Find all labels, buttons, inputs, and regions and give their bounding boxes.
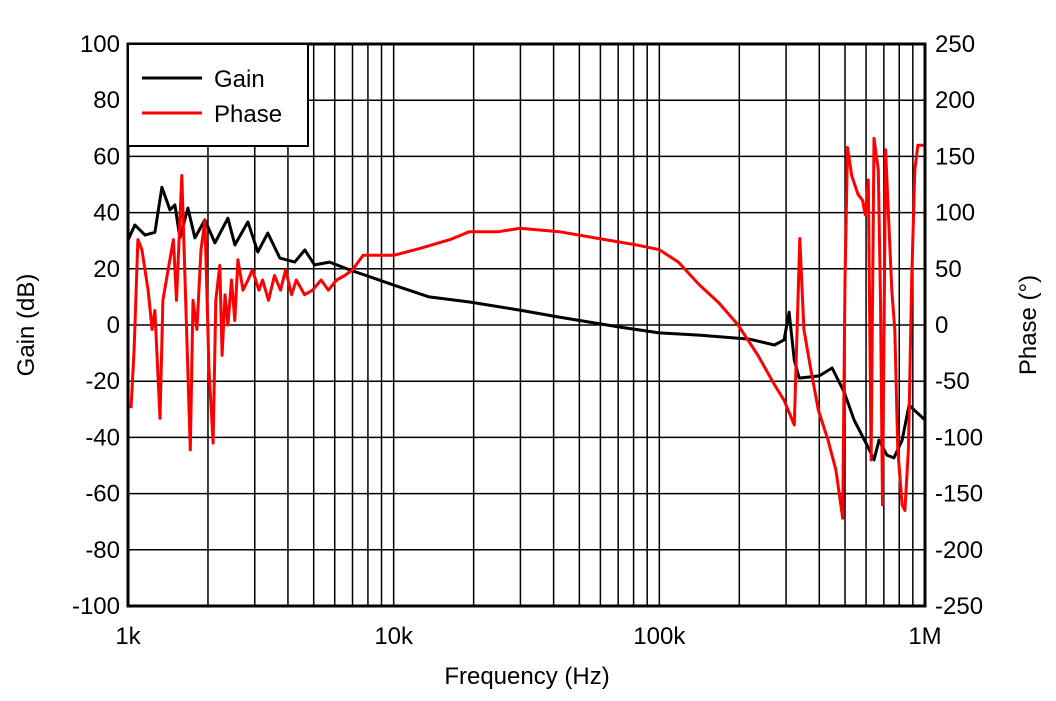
y2-tick-label: -250 <box>935 593 983 620</box>
y-tick-label: 80 <box>93 87 120 114</box>
y-tick-label: 60 <box>93 143 120 170</box>
y-tick-label: 0 <box>107 312 120 339</box>
y-tick-label: -40 <box>85 424 120 451</box>
x-tick-label: 1M <box>908 623 941 650</box>
y2-tick-label: -150 <box>935 481 983 508</box>
legend-label-gain: Gain <box>214 66 265 93</box>
y2-tick-label: 150 <box>935 143 975 170</box>
legend-box <box>127 43 309 147</box>
y2-tick-label: 100 <box>935 200 975 227</box>
y-tick-label: -80 <box>85 537 120 564</box>
series-line-phase <box>129 136 924 520</box>
tick-labels: -100-80-60-40-20020406080100-250-200-150… <box>72 31 983 650</box>
y-tick-label: -100 <box>72 593 120 620</box>
x-axis-label: Frequency (Hz) <box>444 663 609 690</box>
y2-tick-label: -50 <box>935 368 970 395</box>
plot-lines <box>126 136 927 520</box>
x-tick-label: 1k <box>115 623 141 650</box>
y-tick-label: 100 <box>80 31 120 58</box>
x-tick-label: 100k <box>633 623 686 650</box>
y2-tick-label: -100 <box>935 424 983 451</box>
y2-axis-label: Phase (°) <box>1015 275 1042 375</box>
legend: Gain Phase <box>127 43 309 147</box>
legend-label-phase: Phase <box>214 101 282 128</box>
plot-frame <box>126 42 927 608</box>
y-tick-label: 40 <box>93 200 120 227</box>
y2-tick-label: 200 <box>935 87 975 114</box>
series-line-gain <box>126 185 927 462</box>
y2-tick-label: -200 <box>935 537 983 564</box>
y-tick-label: 20 <box>93 256 120 283</box>
y-tick-label: -20 <box>85 368 120 395</box>
y-tick-label: -60 <box>85 481 120 508</box>
y2-tick-label: 50 <box>935 256 962 283</box>
y2-tick-label: 250 <box>935 31 975 58</box>
y-axis-label: Gain (dB) <box>13 274 40 377</box>
x-tick-label: 10k <box>374 623 414 650</box>
y2-tick-label: 0 <box>935 312 948 339</box>
